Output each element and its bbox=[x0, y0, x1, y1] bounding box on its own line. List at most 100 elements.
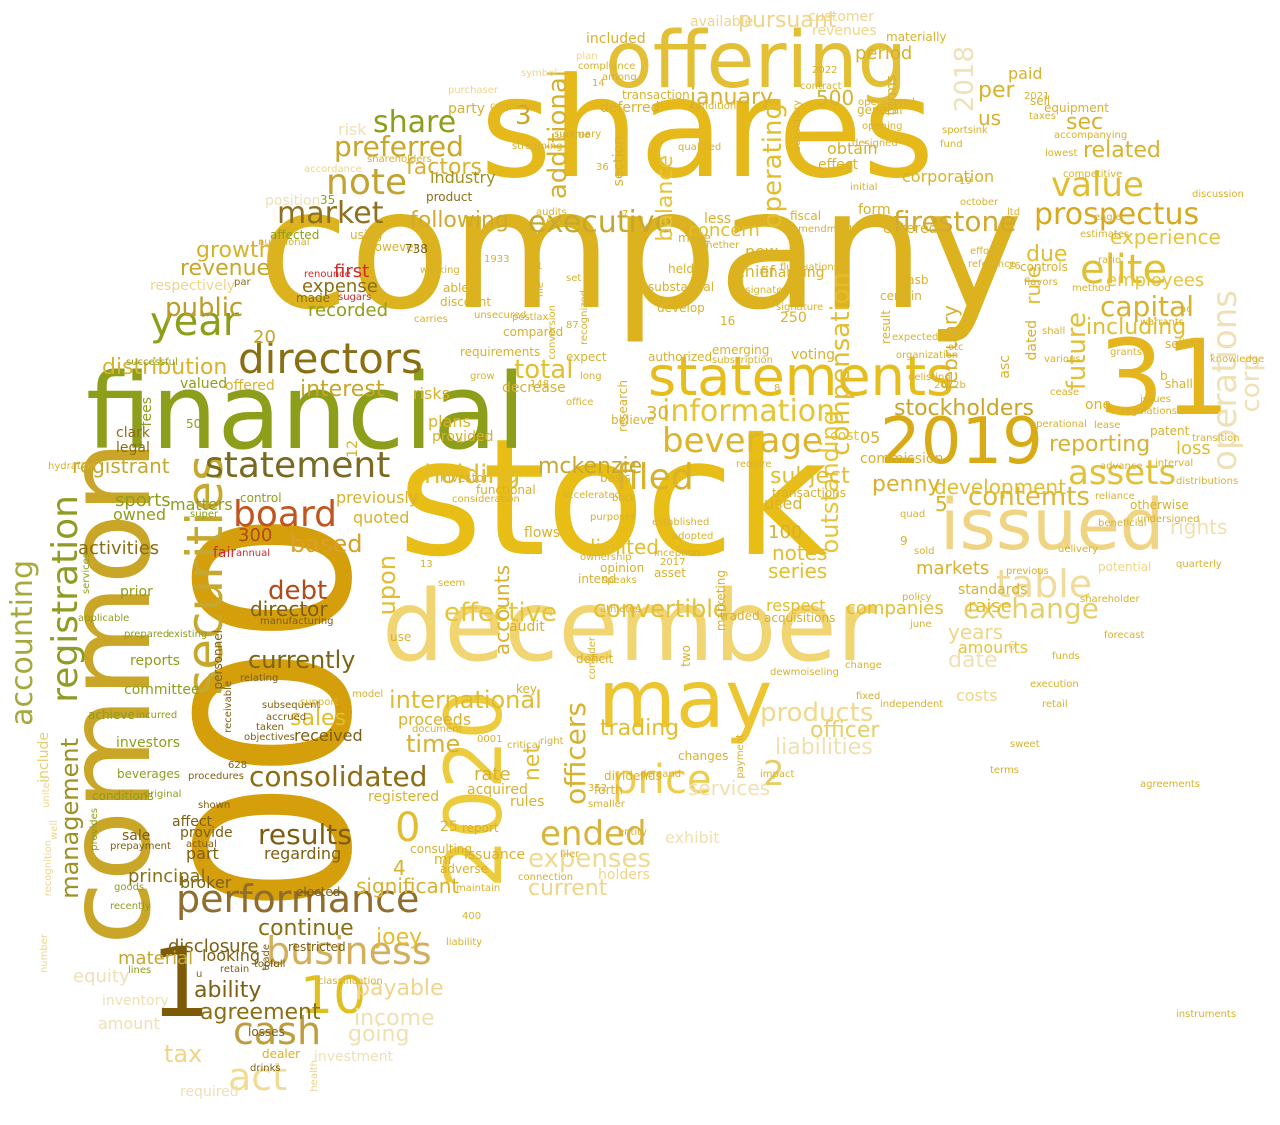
word-subsidiary: subsidiary bbox=[792, 100, 803, 152]
word-500: 500 bbox=[816, 86, 855, 110]
word-products: products bbox=[760, 698, 874, 728]
word-fasb: fasb bbox=[903, 273, 929, 287]
word-exhibit: exhibit bbox=[665, 828, 720, 847]
word-expect: expect bbox=[566, 350, 607, 364]
word-retail: retail bbox=[1042, 699, 1068, 710]
word-financial: financial bbox=[86, 351, 526, 473]
word-grow: grow bbox=[470, 371, 495, 382]
word-executive: executive bbox=[528, 205, 674, 240]
word-independent: independent bbox=[880, 699, 944, 710]
word-sec: sec bbox=[1066, 110, 1104, 135]
word-interval: interval bbox=[1155, 458, 1194, 469]
word-board: board bbox=[233, 494, 337, 535]
word-50: 50 bbox=[186, 417, 202, 431]
word-debt: debt bbox=[268, 576, 328, 606]
word-provides: provides bbox=[89, 808, 100, 851]
word-u: u bbox=[196, 969, 203, 980]
word-2017: 2017 bbox=[660, 557, 686, 568]
word-manufacturing: manufacturing bbox=[260, 616, 334, 627]
word-reference: reference bbox=[968, 259, 1016, 270]
word-expected: expected bbox=[892, 332, 939, 343]
word-company: company bbox=[258, 154, 1024, 347]
word-rate: rate bbox=[474, 764, 511, 785]
word-price: price bbox=[612, 757, 712, 803]
word-otherwise: otherwise bbox=[1130, 498, 1189, 512]
word-share: share bbox=[373, 105, 457, 140]
word-classification: classification bbox=[318, 976, 383, 987]
word-controls: controls bbox=[1020, 260, 1068, 274]
word-trading: trading bbox=[600, 716, 680, 741]
word-unsecured: unsecured bbox=[474, 310, 527, 321]
word-shall: shall bbox=[1042, 326, 1066, 337]
word-condition: condition bbox=[690, 101, 737, 112]
word-risks: risks bbox=[413, 384, 450, 403]
word-4: 4 bbox=[393, 856, 406, 880]
word-prior: prior bbox=[120, 584, 153, 600]
word-1933: 1933 bbox=[484, 254, 510, 265]
word-equity: equity bbox=[73, 966, 130, 987]
word-consolidated: consolidated bbox=[249, 760, 428, 793]
word-operational: operational bbox=[858, 97, 915, 108]
word-fiscal: fiscal bbox=[790, 209, 822, 223]
word-relating: relating bbox=[240, 673, 279, 684]
word-right: right bbox=[540, 736, 564, 747]
word-instruments: instruments bbox=[1176, 1009, 1237, 1020]
word-product: product bbox=[426, 190, 473, 204]
word-exchange: exchange bbox=[963, 592, 1099, 625]
word-smaller: smaller bbox=[588, 799, 625, 810]
word-agreement: agreement bbox=[200, 1000, 321, 1025]
word-customer: customer bbox=[808, 9, 874, 25]
word-lines: lines bbox=[128, 965, 152, 976]
word-asset: asset bbox=[654, 566, 686, 580]
word-2019: 2019 bbox=[880, 405, 1043, 479]
word-transaction: transaction bbox=[622, 88, 690, 102]
word-reporting: reporting bbox=[1049, 432, 1151, 457]
word-entered: entered bbox=[883, 221, 938, 237]
word-beverages: beverages bbox=[117, 767, 181, 781]
word-potential: potential bbox=[1098, 560, 1152, 574]
word-conditions: conditions bbox=[92, 789, 154, 803]
word-19: 19 bbox=[959, 176, 972, 187]
word-stock: stock bbox=[398, 405, 828, 593]
word-distribution: distribution bbox=[102, 355, 228, 380]
word-report: report bbox=[462, 821, 499, 835]
word-require: require bbox=[736, 459, 772, 470]
word-shareholders: shareholders bbox=[367, 154, 432, 165]
word-performance: performance bbox=[176, 877, 420, 921]
word-raise: raise bbox=[968, 596, 1012, 617]
word-9: 9 bbox=[900, 534, 908, 548]
word-owned: owned bbox=[113, 505, 167, 524]
word-business: business bbox=[266, 929, 432, 973]
word-qualified: qualified bbox=[678, 142, 722, 153]
word-demand: demand bbox=[640, 769, 682, 780]
word-recognized: recognized bbox=[579, 290, 590, 345]
word-ratio: ratio bbox=[1098, 255, 1122, 266]
word-officer: officer bbox=[810, 718, 880, 743]
word-year: year bbox=[150, 299, 240, 345]
word-par: par bbox=[234, 277, 251, 288]
word-first: first bbox=[334, 261, 370, 282]
word-dewmoiseling: dewmoiseling bbox=[770, 667, 839, 678]
word-filed: filed bbox=[616, 457, 694, 498]
word-reliance: reliance bbox=[1095, 491, 1135, 502]
word-30: 30 bbox=[646, 403, 669, 424]
word-set: set bbox=[566, 273, 582, 284]
word-flavors: flavors bbox=[1024, 277, 1058, 288]
word-12: 12 bbox=[345, 440, 361, 458]
word-valued: valued bbox=[180, 376, 228, 392]
word-upon: upon bbox=[373, 555, 401, 616]
word-receivable: receivable bbox=[223, 681, 234, 733]
word-critical: critical bbox=[507, 740, 541, 751]
word-sales: sales bbox=[290, 706, 347, 731]
word-estimates: estimates bbox=[1080, 229, 1130, 240]
word-regulations: regulations bbox=[1121, 406, 1178, 417]
word-11: 11 bbox=[530, 261, 543, 272]
word-payment: payment bbox=[735, 734, 746, 779]
word-key: key bbox=[516, 682, 538, 696]
word-value: value bbox=[1051, 165, 1144, 205]
word-consideration: consideration bbox=[452, 494, 520, 505]
word-party: party bbox=[448, 101, 485, 117]
word-two: two bbox=[679, 645, 693, 667]
word-2: 2 bbox=[763, 754, 785, 794]
word-subsequent: subsequent bbox=[262, 700, 321, 711]
